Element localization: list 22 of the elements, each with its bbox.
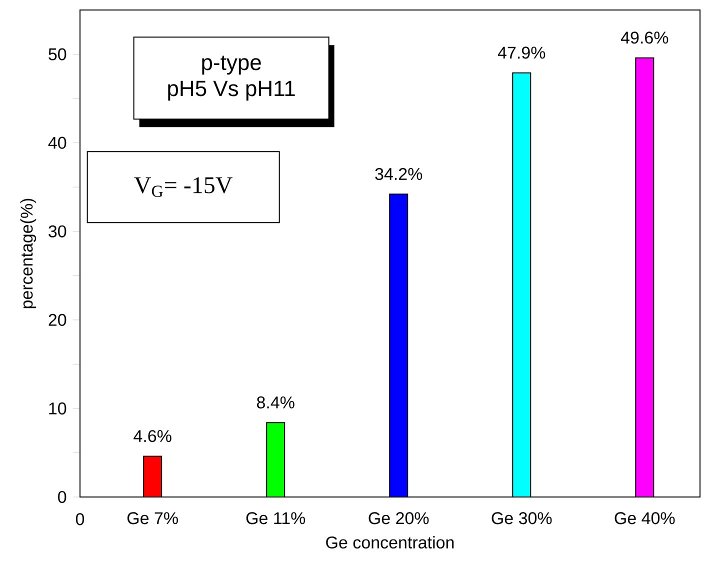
y-tick-label: 20 — [48, 314, 66, 326]
x-tick-label: Ge 11% — [246, 512, 306, 524]
annotation: p-type — [202, 56, 261, 75]
text: 0 — [76, 513, 84, 526]
data-label: 4.6% — [134, 430, 172, 442]
data-label: 34.2% — [375, 168, 422, 180]
annotation: V$_{G}$= -15V — [134, 177, 232, 197]
x-tick-label: Ge 30% — [492, 512, 552, 524]
x-axis-title: Ge concentration — [326, 536, 454, 549]
y-tick-label: 30 — [48, 225, 66, 238]
data-label: 49.6% — [620, 32, 668, 44]
x-tick-label: Ge 20% — [368, 512, 429, 524]
annotation: pH5 Vs pH11 — [168, 80, 295, 101]
y-tick-label: 40 — [48, 136, 66, 149]
data-label: 47.9% — [498, 46, 546, 59]
x-tick-label: Ge 7% — [127, 512, 178, 524]
data-label: 8.4% — [256, 396, 294, 408]
y-tick-label: 50 — [48, 48, 66, 60]
y-tick-label: 10 — [49, 402, 66, 414]
x-tick-label: Ge 40% — [614, 512, 675, 524]
y-tick-label: 0 — [58, 490, 66, 504]
y-axis-title: percentage(%) — [20, 198, 36, 308]
